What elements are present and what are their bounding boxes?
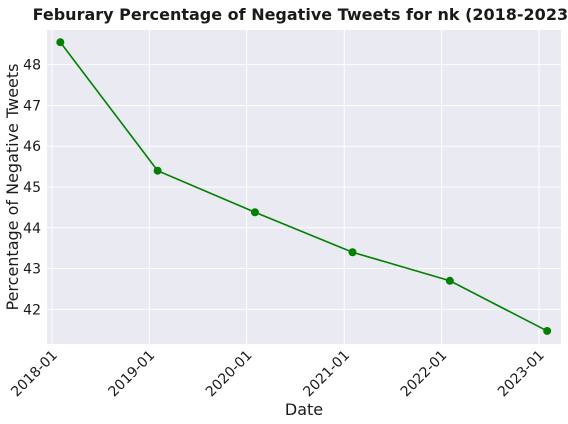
data-points [56, 38, 552, 335]
x-tick-label: 2021-01 [300, 348, 353, 401]
x-tick-label: 2022-01 [398, 348, 451, 401]
data-point [348, 248, 357, 257]
y-tick-label: 44 [23, 221, 41, 237]
grid-lines [47, 30, 561, 344]
x-tick-label: 2019-01 [106, 348, 159, 401]
y-tick-label: 48 [23, 58, 41, 74]
x-tick-label: 2018-01 [8, 348, 61, 401]
x-axis-label: Date [285, 400, 323, 419]
data-point [250, 208, 259, 217]
y-tick-label: 47 [23, 98, 41, 114]
y-tick-label: 42 [23, 302, 41, 318]
data-point [56, 38, 65, 47]
y-tick-label: 45 [23, 180, 41, 196]
chart-title: Feburary Percentage of Negative Tweets f… [33, 5, 568, 24]
y-axis-label: Percentage of Negative Tweets [3, 64, 22, 311]
y-tick-label: 43 [23, 262, 41, 278]
y-tick-label: 46 [23, 139, 41, 155]
data-point [543, 326, 552, 335]
data-point [153, 166, 162, 175]
series-line [59, 41, 548, 332]
x-tick-label: 2020-01 [203, 348, 256, 401]
data-point [445, 276, 454, 285]
x-tick-label: 2023-01 [495, 348, 548, 401]
